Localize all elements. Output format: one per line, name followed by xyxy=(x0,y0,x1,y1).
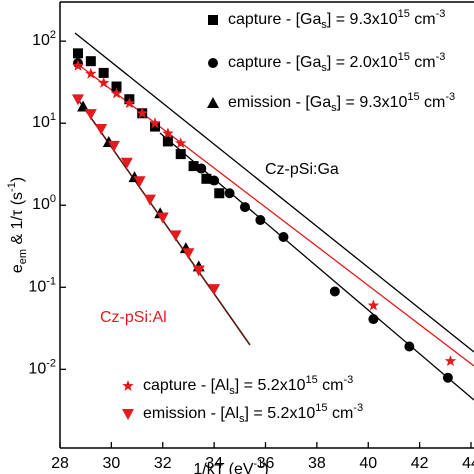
marker-triangle-down xyxy=(95,123,108,135)
marker-triangle-down xyxy=(169,230,182,242)
y-tick-label: 10-2​ xyxy=(28,357,56,377)
marker-circle xyxy=(278,232,289,243)
marker-triangle-down xyxy=(84,109,97,121)
marker-triangle-down xyxy=(156,212,169,224)
marker-square xyxy=(201,173,212,184)
marker-star xyxy=(110,87,123,99)
y-tick-label: 101​ xyxy=(32,111,56,131)
marker-star xyxy=(136,107,148,119)
x-tick-label: 42 xyxy=(411,455,429,472)
legend-label: emission - [Als​] = 5.2x1015​ cm-3​ xyxy=(143,402,363,425)
marker-square xyxy=(214,188,225,199)
marker-triangle-down xyxy=(143,194,156,206)
x-tick-label: 28 xyxy=(51,455,69,472)
marker-triangle-down xyxy=(120,157,133,169)
marker-square xyxy=(98,67,109,78)
marker-triangle xyxy=(207,97,219,108)
annotation: Cz-pSi:Al xyxy=(100,309,167,326)
marker-circle xyxy=(255,215,266,226)
marker-triangle-down xyxy=(133,176,146,188)
marker-square xyxy=(162,136,173,147)
legend-label: capture - [Als​] = 5.2x1015​ cm-3​ xyxy=(143,374,353,397)
marker-star xyxy=(367,299,380,311)
x-axis-label: 1/kT (eV-1​) xyxy=(193,458,268,474)
x-tick-label: 30 xyxy=(102,455,120,472)
legend-label: emission - [Gas​] = 9.3x1015​ cm-3​ xyxy=(228,91,455,114)
x-tick-label: 36 xyxy=(257,455,275,472)
fit-line xyxy=(74,32,474,353)
marker-square xyxy=(72,48,83,59)
marker-square xyxy=(175,149,186,160)
marker-circle xyxy=(208,58,218,68)
marker-circle xyxy=(209,175,220,186)
marker-circle xyxy=(239,202,250,213)
marker-triangle-down xyxy=(208,284,221,296)
marker-square xyxy=(150,121,161,132)
legend-label: capture - [Gas​] = 2.0x1015​ cm-3​ xyxy=(228,51,445,74)
marker-circle xyxy=(196,163,207,174)
marker-star xyxy=(72,59,84,71)
x-tick-label: 32 xyxy=(154,455,172,472)
legend-label: capture - [Gas​] = 9.3x1015​ cm-3​ xyxy=(228,8,445,31)
x-tick-label: 34 xyxy=(205,455,223,472)
marker-square xyxy=(188,161,199,172)
y-tick-label: 10-1​ xyxy=(28,275,56,295)
marker-square xyxy=(85,56,96,67)
marker-star xyxy=(149,117,161,129)
marker-star xyxy=(444,355,457,366)
marker-triangle-down xyxy=(71,94,84,106)
marker-star xyxy=(85,67,97,79)
marker-star xyxy=(123,97,136,109)
x-tick-label: 44 xyxy=(462,455,474,472)
marker-star xyxy=(122,380,134,391)
marker-square xyxy=(111,81,122,92)
marker-circle xyxy=(442,372,453,383)
marker-circle xyxy=(224,188,235,199)
marker-triangle-down xyxy=(107,140,120,152)
marker-star xyxy=(98,76,110,88)
marker-circle xyxy=(404,341,415,352)
y-axis-label: eem​ & 1/τ (s-1​) xyxy=(6,177,29,273)
marker-star xyxy=(162,127,174,139)
marker-square xyxy=(208,15,218,25)
annotation: Cz-pSi:Ga xyxy=(265,161,339,178)
marker-triangle-down xyxy=(192,265,205,277)
marker-triangle-down xyxy=(182,248,195,260)
marker-circle xyxy=(329,286,340,297)
y-tick-label: 100​ xyxy=(32,193,56,213)
x-tick-label: 38 xyxy=(308,455,326,472)
marker-triangle xyxy=(77,100,90,112)
y-tick-label: 102​ xyxy=(32,29,56,49)
marker-triangle-down xyxy=(122,409,134,420)
marker-circle xyxy=(368,314,379,325)
x-tick-label: 40 xyxy=(359,455,377,472)
marker-star xyxy=(175,137,187,149)
